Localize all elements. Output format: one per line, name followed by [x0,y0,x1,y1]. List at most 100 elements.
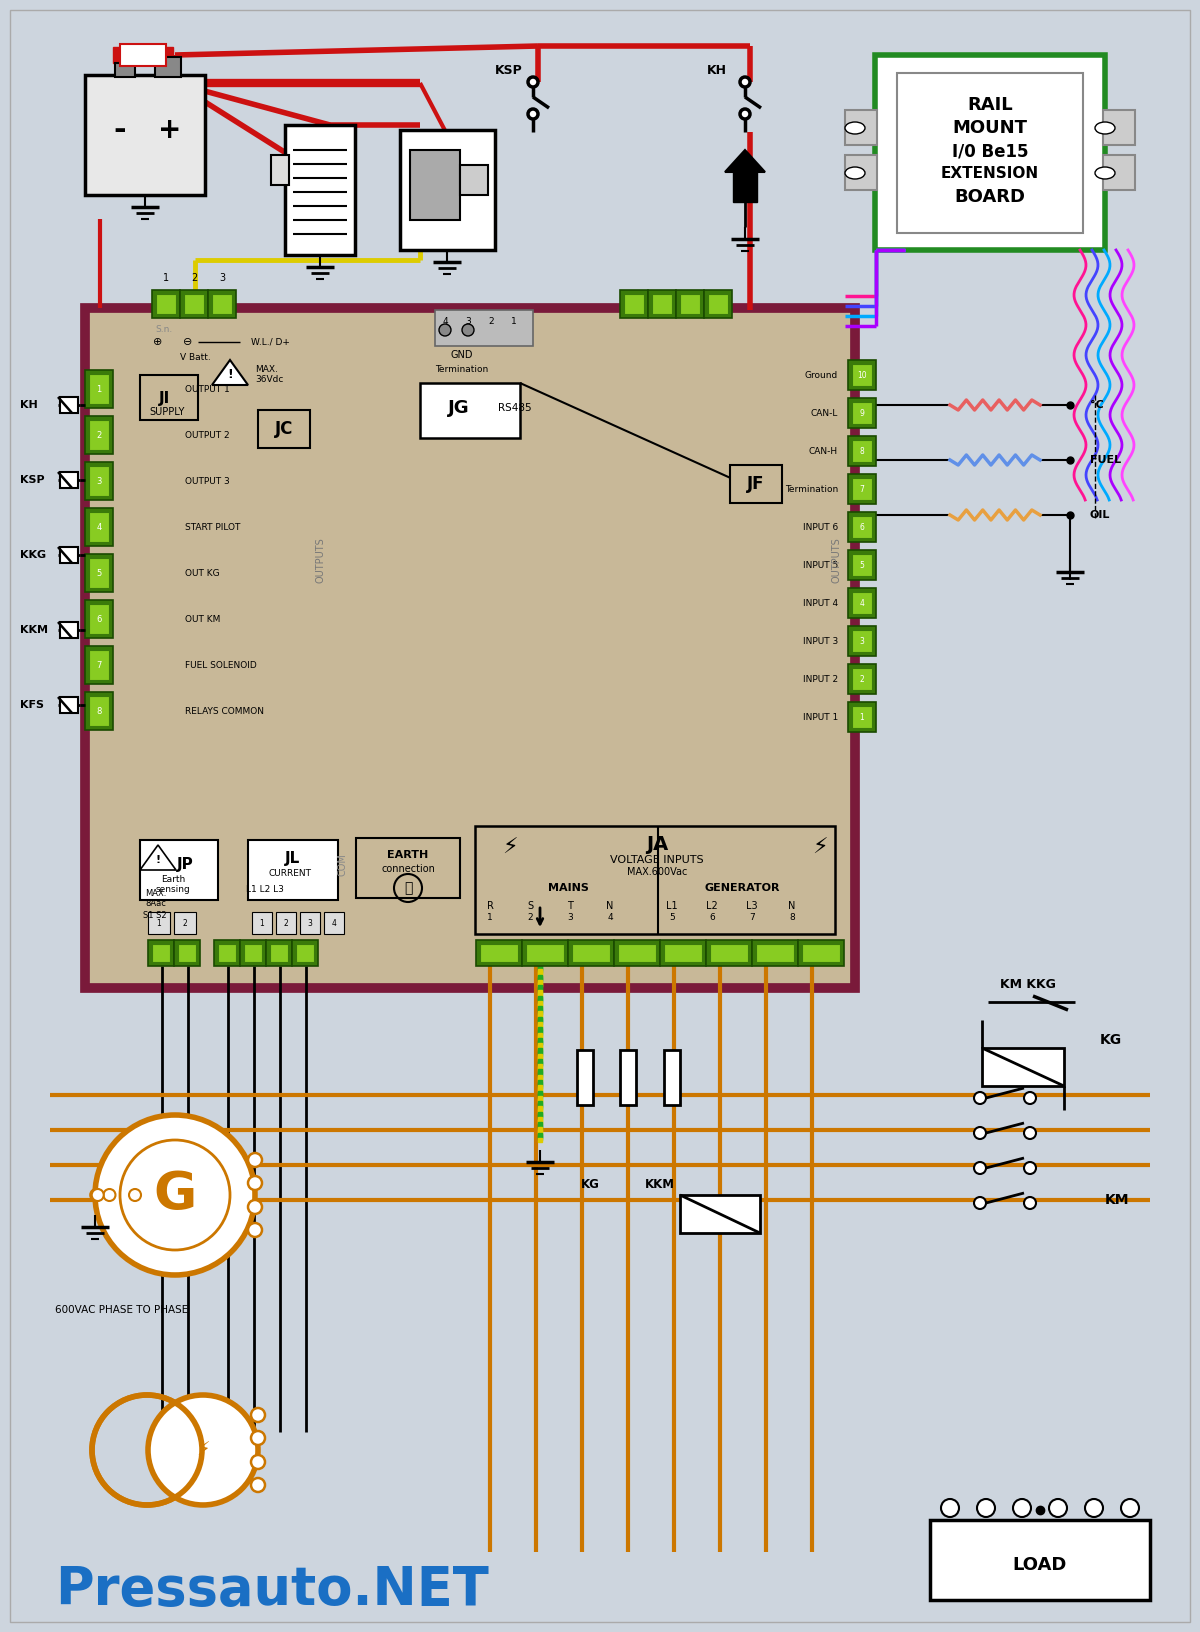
Circle shape [1121,1500,1139,1518]
Bar [460,165,488,194]
Text: L1: L1 [666,901,678,911]
Circle shape [90,1190,102,1201]
Bar [522,940,568,966]
Circle shape [130,1190,142,1201]
Bar [708,294,728,313]
Bar [526,943,564,961]
Bar [252,912,272,934]
Text: Termination: Termination [785,485,838,493]
Bar [664,1049,680,1105]
Circle shape [462,325,474,336]
Bar [852,364,872,387]
Circle shape [974,1128,986,1139]
Text: START PILOT: START PILOT [185,522,240,532]
Bar [60,397,78,413]
Circle shape [148,1395,258,1505]
Text: 7: 7 [859,485,864,493]
Text: INPUT 3: INPUT 3 [803,636,838,646]
Bar [664,943,702,961]
Bar [436,310,533,346]
Text: MAX.600Vac: MAX.600Vac [626,867,688,876]
Bar [300,912,320,934]
Text: 1: 1 [163,273,169,282]
Text: N: N [788,901,796,911]
Bar [676,290,704,318]
Ellipse shape [845,166,865,180]
Text: JA: JA [646,836,668,855]
Text: SUPPLY: SUPPLY [149,406,185,418]
Text: connection: connection [382,863,434,875]
Text: 2: 2 [488,318,494,326]
Text: ⚡: ⚡ [812,837,828,858]
Text: 4: 4 [96,522,102,532]
Bar [148,940,174,966]
Text: L1 L2 L3: L1 L2 L3 [246,886,284,894]
Text: INPUT 6: INPUT 6 [803,522,838,532]
Circle shape [1024,1162,1036,1173]
Bar [324,912,344,934]
Text: sensing: sensing [156,886,191,894]
Text: 3: 3 [96,477,102,485]
Text: KH: KH [707,64,727,77]
Text: KM: KM [1105,1193,1129,1208]
Bar [296,943,314,961]
Text: Earth: Earth [161,875,185,885]
Ellipse shape [1096,166,1115,180]
Circle shape [251,1431,265,1444]
Text: MAINS: MAINS [547,883,588,893]
Text: OUT KG: OUT KG [185,568,220,578]
Text: KKM: KKM [646,1178,674,1191]
Text: 1: 1 [96,385,102,393]
Bar [89,604,109,633]
Text: OUTPUT 3: OUTPUT 3 [185,477,229,485]
Text: 6: 6 [96,615,102,623]
Bar [475,826,835,934]
Text: KG: KG [581,1178,600,1191]
Text: GND: GND [451,349,473,361]
Text: JP: JP [176,857,193,873]
Text: Termination: Termination [436,366,488,374]
Text: RAIL: RAIL [967,96,1013,114]
Bar [115,64,134,77]
Text: Ground: Ground [805,370,838,380]
Text: MAX.: MAX. [256,366,278,374]
Text: EARTH: EARTH [388,850,428,860]
Text: 5: 5 [96,568,102,578]
Text: INPUT 5: INPUT 5 [803,560,838,570]
Text: !: ! [156,855,161,865]
Bar [930,1519,1150,1599]
Text: 2: 2 [96,431,102,439]
Bar [898,73,1084,233]
Text: 7: 7 [96,661,102,669]
Circle shape [251,1408,265,1421]
Bar [852,667,872,690]
Bar [266,940,292,966]
Text: 4: 4 [442,318,448,326]
Bar [286,126,355,255]
Text: INPUT 2: INPUT 2 [803,674,838,684]
Bar [120,44,166,65]
Text: 3: 3 [307,919,312,927]
Bar [845,109,877,145]
Bar [852,553,872,576]
Bar [680,294,700,313]
Bar [660,940,706,966]
Text: W.L./ D+: W.L./ D+ [251,338,289,346]
Bar [624,294,644,313]
Bar [848,702,876,733]
Text: T: T [568,901,572,911]
Bar [652,294,672,313]
Text: 2: 2 [191,273,197,282]
Text: 2: 2 [527,914,533,922]
Bar [620,1049,636,1105]
Bar [704,290,732,318]
Text: OUT KM: OUT KM [185,615,221,623]
Text: CAN-H: CAN-H [809,447,838,455]
Bar [85,553,113,592]
Text: JC: JC [275,419,293,437]
Circle shape [248,1152,262,1167]
Bar [89,695,109,726]
Text: 6: 6 [709,914,715,922]
Text: 8Aac: 8Aac [145,899,166,909]
Text: °C: °C [1090,400,1104,410]
